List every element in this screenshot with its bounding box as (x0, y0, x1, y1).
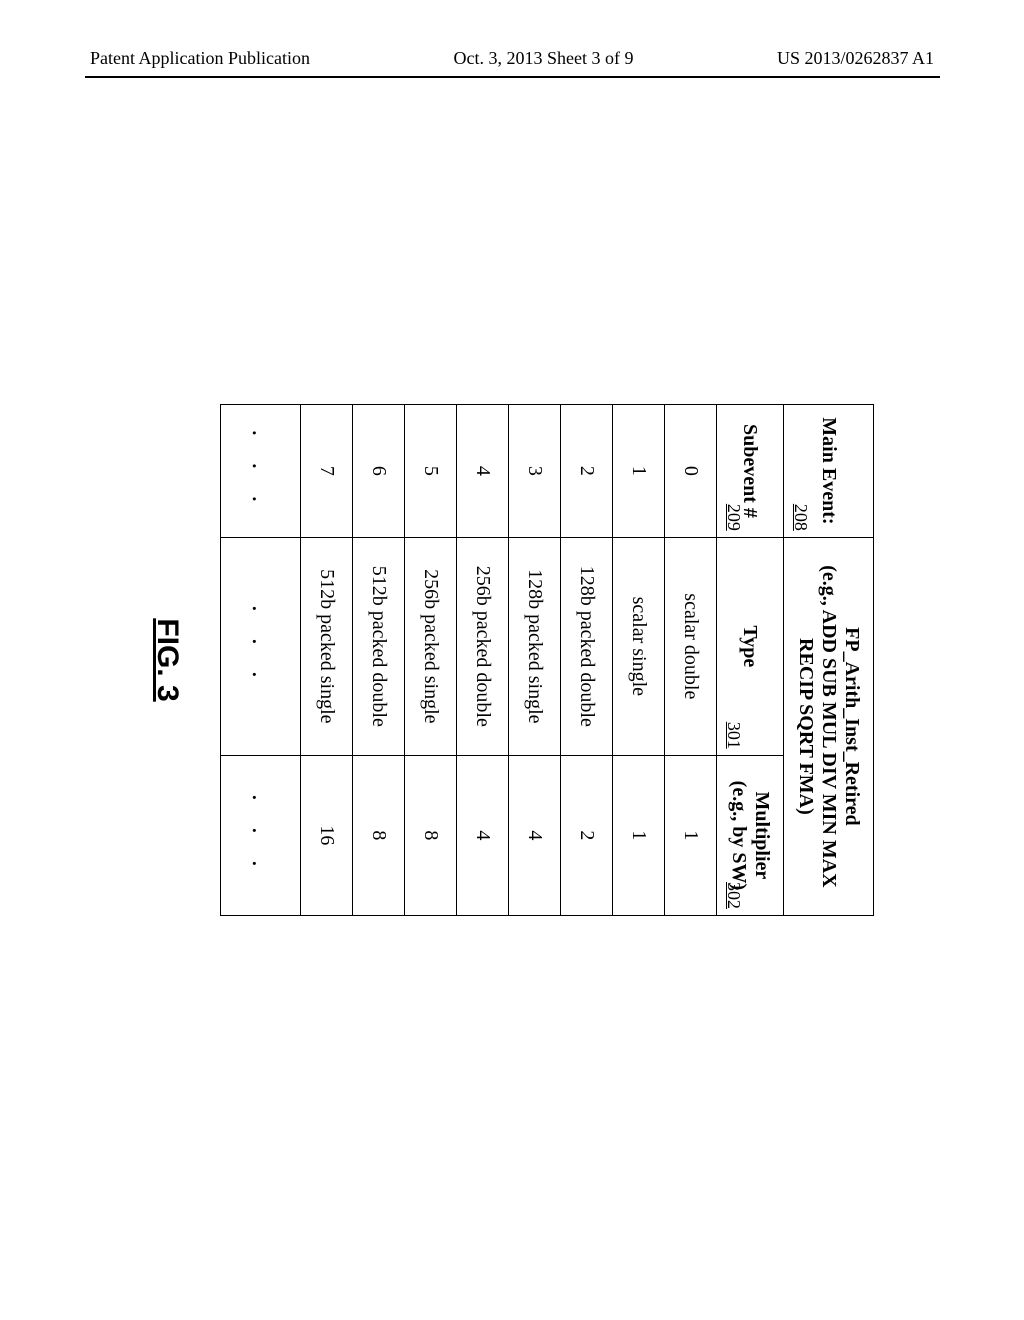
cell-subevent: 2 (561, 405, 613, 538)
table-row: 3 128b packed single 4 (509, 405, 561, 916)
cell-mult: 1 (665, 755, 717, 915)
header-left: Patent Application Publication (90, 48, 310, 69)
cell-subevent: 0 (665, 405, 717, 538)
main-event-label: Main Event: (818, 417, 840, 524)
ellipsis: . . . (247, 794, 276, 877)
type-ref: 301 (723, 722, 744, 749)
cell-mult: 8 (353, 755, 405, 915)
table-row: 0 scalar double 1 (665, 405, 717, 916)
cell-mult: 1 (613, 755, 665, 915)
cell-type: scalar single (613, 537, 665, 755)
table-row: 2 128b packed double 2 (561, 405, 613, 916)
cell-subevent: 7 (301, 405, 353, 538)
multiplier-ref: 302 (723, 882, 744, 909)
table-row: 7 512b packed single 16 (301, 405, 353, 916)
cell-subevent: 3 (509, 405, 561, 538)
ellipsis: . . . (247, 430, 276, 513)
table-row-ellipsis: . . . . . . . . . (221, 405, 301, 916)
cell-mult: 4 (509, 755, 561, 915)
figure-label: FIG. 3 (150, 404, 184, 916)
cell-mult: 16 (301, 755, 353, 915)
cell-subevent: 4 (457, 405, 509, 538)
figure-3: Main Event: 208 FP_Arith_Inst_Retired (e… (150, 404, 874, 916)
cell-type: scalar double (665, 537, 717, 755)
cell-mult: 2 (561, 755, 613, 915)
cell-subevent: 1 (613, 405, 665, 538)
event-table: Main Event: 208 FP_Arith_Inst_Retired (e… (220, 404, 874, 916)
cell-type: 512b packed single (301, 537, 353, 755)
cell-mult: 8 (405, 755, 457, 915)
multiplier-label-line1: Multiplier (750, 764, 773, 907)
cell-subevent: 5 (405, 405, 457, 538)
cell-type: 256b packed single (405, 537, 457, 755)
header-center: Oct. 3, 2013 Sheet 3 of 9 (453, 48, 633, 69)
header-right: US 2013/0262837 A1 (777, 48, 934, 69)
header-rule (85, 76, 940, 78)
subevent-ref: 209 (723, 504, 744, 531)
main-event-ref: 208 (790, 504, 811, 531)
table-row: 6 512b packed double 8 (353, 405, 405, 916)
ellipsis: . . . (247, 605, 276, 688)
cell-type: 128b packed double (561, 537, 613, 755)
cell-subevent: 6 (353, 405, 405, 538)
cell-type: 128b packed single (509, 537, 561, 755)
table-row: 4 256b packed double 4 (457, 405, 509, 916)
main-event-value-line1: FP_Arith_Inst_Retired (840, 546, 863, 907)
table-row: 1 scalar single 1 (613, 405, 665, 916)
main-event-value-line2: (e.g., ADD SUB MUL DIV MIN MAX RECIP SQR… (794, 546, 840, 907)
type-label: Type (740, 625, 762, 667)
cell-type: 256b packed double (457, 537, 509, 755)
cell-mult: 4 (457, 755, 509, 915)
table-row: 5 256b packed single 8 (405, 405, 457, 916)
cell-type: 512b packed double (353, 537, 405, 755)
page-header: Patent Application Publication Oct. 3, 2… (0, 48, 1024, 69)
